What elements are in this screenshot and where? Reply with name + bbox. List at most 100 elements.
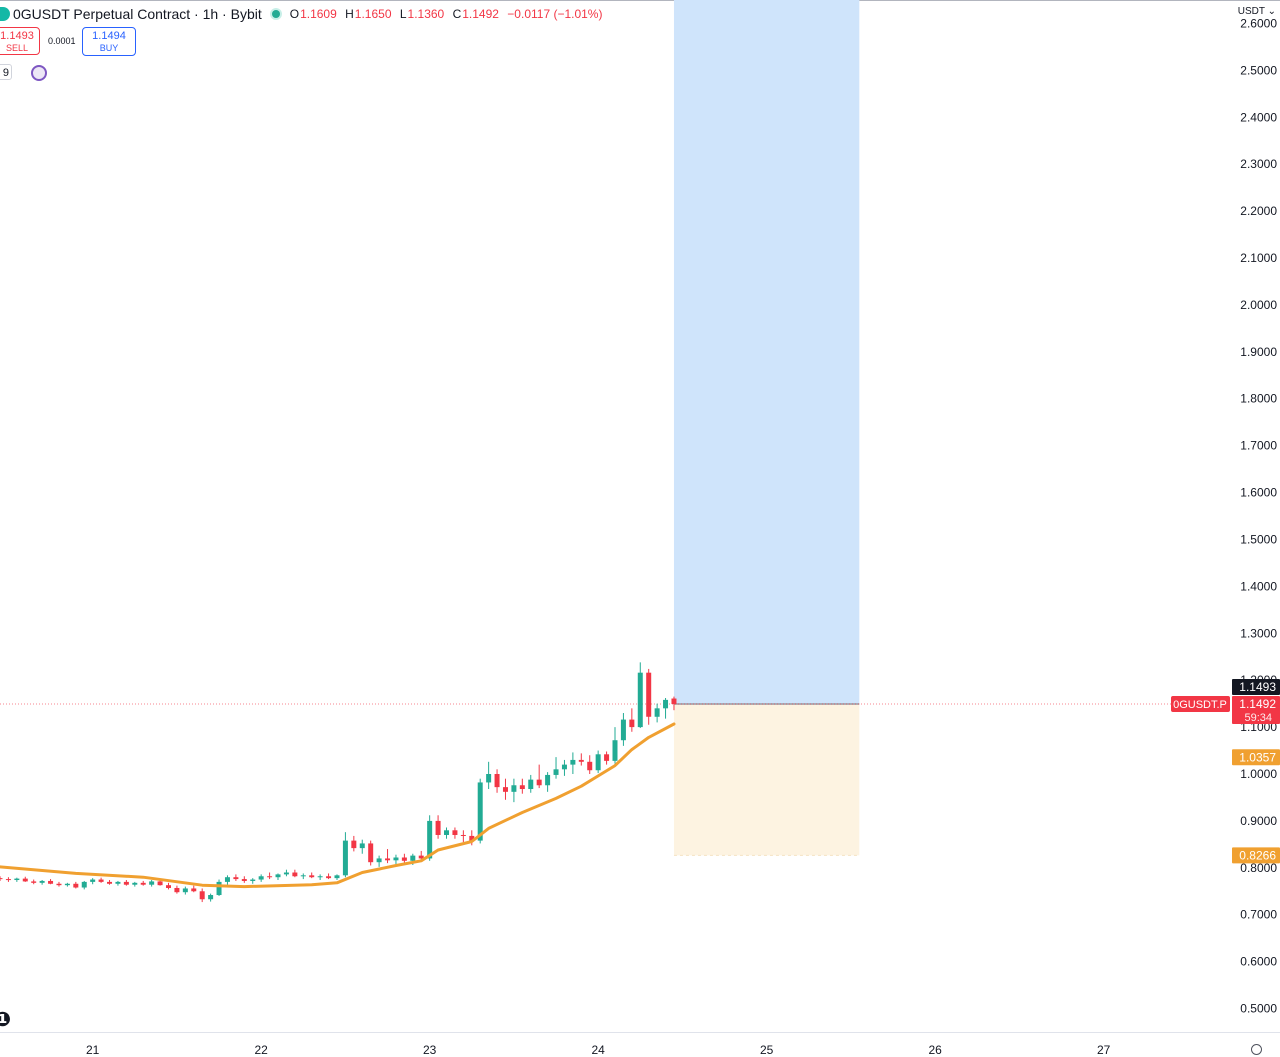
price-tick-label: 1.9000 [1240, 345, 1277, 359]
candle-body [39, 880, 45, 883]
chart-legend: 0GUSDT Perpetual Contract · 1h · Bybit O… [0, 4, 607, 24]
candle-body [81, 881, 87, 888]
candle [351, 835, 357, 852]
candle-body [233, 877, 239, 880]
candle-body [637, 672, 643, 728]
candle-body [595, 754, 601, 771]
price-tick-label: 2.6000 [1240, 16, 1277, 30]
candle [258, 874, 264, 882]
symbol-tag-bg [1171, 696, 1230, 713]
candle-body [199, 891, 205, 900]
candle [107, 880, 113, 885]
candle-body [292, 872, 298, 877]
candle-body [309, 875, 315, 878]
price-tick-label: 2.5000 [1240, 63, 1277, 77]
candle-body [22, 878, 28, 882]
price-tick-label: 1.0000 [1240, 767, 1277, 781]
candle [393, 854, 399, 865]
candle-body [646, 672, 652, 717]
candle-body [418, 855, 424, 859]
price-tick-label: 0.8000 [1240, 861, 1277, 875]
currency-selector[interactable]: USDT ⌄ [1237, 6, 1276, 17]
candle-body [452, 830, 458, 835]
price-axis-label: 0.8266 [1232, 847, 1280, 864]
candle-body [14, 878, 20, 881]
price-label-bg [1232, 696, 1280, 725]
price-tick-label: 1.5000 [1240, 532, 1277, 546]
candle-body [519, 785, 525, 790]
candle [224, 875, 230, 885]
price-tick-label: 1.3000 [1240, 626, 1277, 640]
candle-body [663, 699, 669, 709]
candle-body [132, 882, 138, 885]
price-tick-label: 2.2000 [1240, 204, 1277, 218]
candle [460, 830, 466, 843]
price-tick-label: 2.0000 [1240, 298, 1277, 312]
candle-body [578, 759, 584, 762]
candle [14, 877, 20, 882]
candles [0, 662, 677, 903]
time-tick-label: 25 [760, 1043, 774, 1057]
candle-body [165, 885, 171, 888]
candle-body [267, 876, 273, 878]
candle [444, 827, 450, 839]
price-tick-label: 1.7000 [1240, 439, 1277, 453]
settings-icon[interactable] [1251, 1044, 1262, 1055]
candle [342, 832, 348, 878]
symbol-tag-text: 0GUSDT.P [1173, 699, 1227, 711]
time-tick-label: 23 [423, 1043, 437, 1057]
candle-body [393, 857, 399, 861]
candle-body [140, 882, 146, 885]
tradingview-logo-icon[interactable]: ❶ [0, 1009, 11, 1031]
candle-body [283, 872, 289, 875]
candle [595, 750, 601, 774]
time-tick-label: 21 [86, 1043, 100, 1057]
candle [199, 888, 205, 903]
candle-body [536, 779, 542, 786]
candle-body [258, 876, 264, 880]
candle [359, 839, 365, 854]
candle [22, 876, 28, 882]
candle-body [368, 843, 374, 863]
candle [250, 878, 256, 884]
sell-button[interactable]: 1.1493 SELL [0, 27, 40, 55]
candle [300, 873, 306, 880]
symbol-title[interactable]: 0GUSDT Perpetual Contract · 1h · Bybit [13, 6, 262, 22]
candle [275, 873, 281, 881]
candle-body [612, 740, 618, 761]
candle [191, 885, 197, 893]
candle-body [98, 879, 104, 882]
candle-body [342, 840, 348, 876]
candle-body [359, 843, 365, 849]
candle-body [149, 881, 155, 885]
candle-body [300, 875, 306, 877]
price-tick-label: 2.4000 [1240, 110, 1277, 124]
candle [56, 881, 62, 887]
buy-price: 1.1494 [92, 30, 126, 42]
candle-body [401, 857, 407, 861]
candle-body [31, 881, 37, 883]
candle-body [64, 883, 70, 886]
exchange-logo-icon [0, 7, 10, 21]
candle [578, 753, 584, 766]
candle [208, 893, 214, 902]
candle [663, 698, 669, 719]
candle [587, 755, 593, 774]
candle [536, 764, 542, 789]
candle [115, 880, 121, 886]
high-value: 1.1650 [354, 7, 392, 21]
candle [309, 872, 315, 879]
candle [132, 881, 138, 887]
price-tick-label: 1.6000 [1240, 486, 1277, 500]
price-tick-label: 2.1000 [1240, 251, 1277, 265]
candle-body [351, 840, 357, 849]
candle [604, 751, 610, 765]
refresh-icon[interactable] [31, 65, 47, 81]
candle [511, 778, 517, 803]
price-axis-label: 1.0357 [1232, 749, 1280, 766]
candle [452, 827, 458, 839]
buy-button[interactable]: 1.1494 BUY [82, 27, 136, 56]
position-stop-zone [673, 704, 860, 856]
indicators-count[interactable]: 9 [0, 64, 12, 80]
